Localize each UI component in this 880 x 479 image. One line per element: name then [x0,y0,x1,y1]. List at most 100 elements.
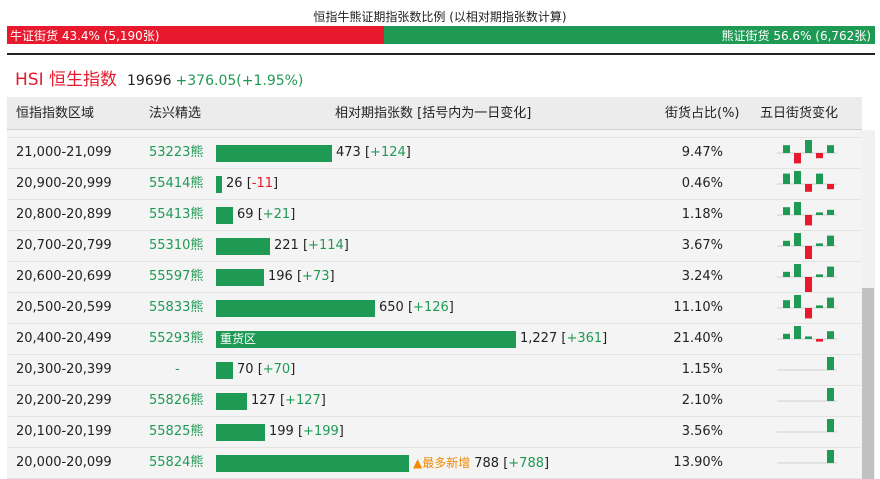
warrant-code-link[interactable]: 55833熊 [149,300,204,315]
sparkline-bar [827,184,834,190]
table-row[interactable]: 20,600-20,699 55597熊 196 [+73] 3.24% [7,262,862,293]
bracket-open: [ [257,362,263,377]
bull-ratio-segment: 牛证街货 43.4% (5,190张) [7,26,384,44]
contracts-number: 1,227 [520,331,558,346]
contracts-value: 650 [+126] [379,293,454,323]
daily-change: +70 [262,362,291,377]
share-pct: 2.10% [681,393,723,408]
contracts-bar [216,145,332,162]
table-row[interactable]: 20,800-20,899 55413熊 69 [+21] 1.18% [7,200,862,231]
sparkline-bar [794,233,801,246]
daily-change: +21 [262,207,291,222]
table-row[interactable]: 20,000-20,099 55824熊 ▲最多新增 788 [+788] 13.90% [7,448,862,479]
sparkline-bar [816,274,823,277]
range-cell: 20,600-20,699 [16,269,112,284]
table-row [7,130,862,138]
warrant-code-link[interactable]: 55413熊 [149,207,204,222]
contracts-value: 221 [+114] [274,231,349,261]
table-row[interactable]: 20,200-20,299 55826熊 127 [+127] 2.10% [7,386,862,417]
contracts-value: 127 [+127] [251,386,326,416]
bracket-open: [ [279,393,286,408]
five-day-sparkline [777,357,837,371]
header-pct: 街货占比(%) [665,106,740,121]
warrant-code-link[interactable]: 55826熊 [149,393,204,408]
table-row[interactable]: 20,900-20,999 55414熊 26 [-11] 0.46% [7,169,862,200]
share-pct: 9.47% [681,145,723,160]
sparkline-bar [805,215,812,226]
sparkline-bar [805,277,812,292]
contracts-number: 788 [474,456,500,471]
daily-change: +199 [303,424,339,439]
range-cell: 20,700-20,799 [16,238,112,253]
contracts-value: 196 [+73] [268,262,335,292]
sparkline-bar [805,336,812,339]
sparkline-bar [816,212,823,215]
table-row[interactable]: 20,400-20,499 55293熊 重货区 1,227 [+361] 21.40% [7,324,862,355]
sparkline-bar [827,235,834,246]
sparkline-bar [816,305,823,308]
sparkline-bar [783,145,790,153]
sparkline-bar [783,271,790,277]
contracts-value: 1,227 [+361] [520,324,607,354]
table-header: 恒指指数区域 法兴精选 相对期指张数 [括号内为一日变化] 街货占比(%) 五日… [7,97,862,130]
sparkline-bar [783,300,790,308]
table-row[interactable]: 20,500-20,599 55833熊 650 [+126] 11.10% [7,293,862,324]
five-day-sparkline [777,264,837,292]
table-row[interactable]: 21,000-21,099 53223熊 473 [+124] 9.47% [7,138,862,169]
warrant-code-link[interactable]: 55825熊 [149,424,204,439]
sparkline-bar [816,339,823,342]
daily-change: +788 [508,456,544,471]
five-day-sparkline [777,171,837,192]
five-day-sparkline [777,233,837,259]
sparkline-bar [794,326,801,339]
warrant-code-link[interactable]: 55597熊 [149,269,204,284]
most-new-badge: ▲最多新增 [413,456,471,470]
bracket-open: [ [302,238,309,253]
header-code: 法兴精选 [149,106,202,121]
table-row[interactable]: 20,300-20,399 - 70 [+70] 1.15% [7,355,862,386]
scrollbar-thumb[interactable] [862,288,874,479]
contracts-number: 196 [268,269,293,284]
sparkline-bar [783,173,790,184]
sparkline-bar [816,173,823,184]
sparkline-bar [805,184,812,192]
sparkline-bar [794,153,801,164]
sparkline-bar [827,357,834,370]
contracts-bar [216,393,247,410]
sparkline-bar [783,333,790,339]
bear-ratio-segment: 熊证街货 56.6% (6,762张) [384,26,875,44]
table-row[interactable]: 20,700-20,799 55310熊 221 [+114] 3.67% [7,231,862,262]
sparkline-bar [794,171,801,184]
bracket-close: ] [320,393,326,408]
contracts-number: 26 [226,176,243,191]
scrollbar[interactable] [861,130,875,479]
range-cell: 21,000-21,099 [16,145,112,160]
table-row[interactable]: 20,100-20,199 55825熊 199 [+199] 3.56% [7,417,862,448]
sparkline-bar [827,209,834,215]
five-day-sparkline [777,450,837,464]
bracket-open: [ [297,424,304,439]
bracket-close: ] [329,269,335,284]
contracts-value: 70 [+70] [237,355,295,385]
bracket-close: ] [290,207,296,222]
index-quote: HSI 恒生指数 19696 +376.05(+1.95%) [15,65,303,90]
bracket-close: ] [290,362,296,377]
table-body[interactable]: 21,000-21,099 53223熊 473 [+124] 9.47% 20,900… [7,130,862,479]
chart-title: 恒指牛熊证期指张数比例 (以相对期指张数计算) [313,10,567,24]
warrant-code-link[interactable]: 55824熊 [149,455,204,470]
warrant-code-link[interactable]: 55293熊 [149,331,204,346]
index-name[interactable]: HSI 恒生指数 [15,70,117,90]
contracts-number: 221 [274,238,299,253]
contracts-value: ▲最多新增 788 [+788] [413,448,549,479]
warrant-code-link[interactable]: 53223熊 [149,145,204,160]
heavy-zone-label: 重货区 [220,332,257,346]
warrant-code-link[interactable]: 55414熊 [149,176,204,191]
range-cell: 20,200-20,299 [16,393,112,408]
warrant-code-link[interactable]: 55310熊 [149,238,204,253]
sparkline-bar [783,207,790,215]
bracket-open: [ [561,331,567,346]
header-contracts: 相对期指张数 [括号内为一日变化] [335,106,532,121]
contracts-bar [216,207,233,224]
bracket-close: ] [602,331,608,346]
sparkline-bar [794,295,801,308]
